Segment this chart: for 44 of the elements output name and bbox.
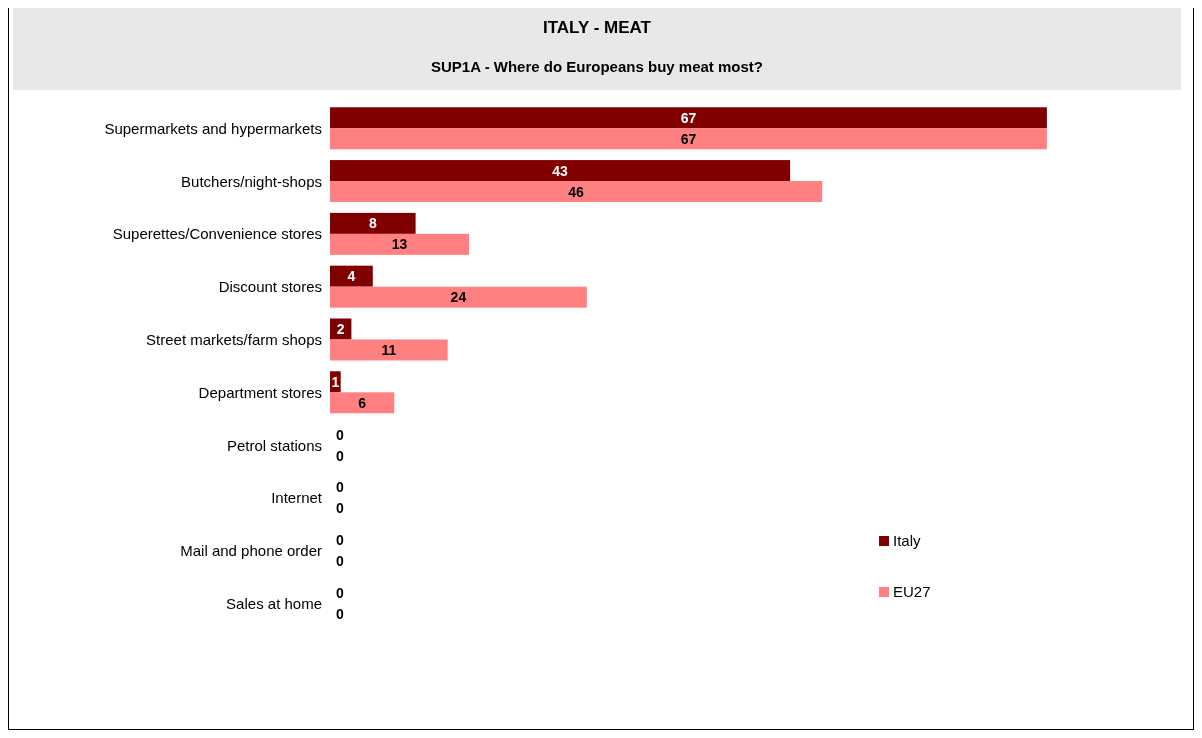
data-label: 2 bbox=[336, 320, 345, 337]
data-label: 0 bbox=[336, 447, 345, 464]
chart-subtitle: SUP1A - Where do Europeans buy meat most? bbox=[430, 58, 764, 75]
y-tick-label: Internet bbox=[271, 489, 323, 507]
y-tick-label: Butchers/night-shops bbox=[181, 172, 322, 190]
bar bbox=[330, 107, 1047, 129]
data-label: 6 bbox=[358, 394, 367, 411]
bar bbox=[330, 160, 791, 182]
data-label: 0 bbox=[336, 605, 345, 622]
data-label: 67 bbox=[680, 109, 697, 126]
data-label: 8 bbox=[368, 215, 377, 232]
data-label: 4 bbox=[347, 268, 356, 285]
data-label: 11 bbox=[381, 341, 397, 358]
bar bbox=[330, 392, 395, 414]
data-label: 46 bbox=[568, 183, 585, 200]
data-label: 43 bbox=[552, 162, 569, 179]
bar bbox=[330, 233, 470, 255]
data-label: 0 bbox=[336, 584, 345, 601]
data-label: 0 bbox=[336, 532, 345, 549]
bar bbox=[330, 181, 823, 203]
chart-title: ITALY - MEAT bbox=[542, 18, 652, 38]
y-tick-label: Superettes/Convenience stores bbox=[112, 225, 322, 243]
data-label: 0 bbox=[336, 479, 345, 496]
legend-label: EU27 bbox=[893, 583, 931, 600]
data-label: 67 bbox=[680, 130, 697, 147]
bar bbox=[330, 128, 1047, 150]
y-tick-label: Supermarkets and hypermarkets bbox=[104, 119, 322, 137]
data-label: 0 bbox=[336, 500, 345, 517]
bar bbox=[330, 339, 448, 361]
bar bbox=[330, 286, 587, 308]
y-tick-label: Mail and phone order bbox=[180, 542, 322, 560]
y-tick-label: Street markets/farm shops bbox=[146, 330, 322, 348]
data-label: 0 bbox=[336, 426, 345, 443]
y-tick-label: Department stores bbox=[198, 383, 322, 401]
bar bbox=[330, 265, 373, 287]
bar bbox=[330, 212, 416, 234]
legend-label: Italy bbox=[893, 532, 921, 549]
data-label: 1 bbox=[331, 373, 340, 390]
y-tick-label: Sales at home bbox=[226, 594, 322, 612]
data-label: 13 bbox=[391, 236, 408, 253]
y-tick-label: Discount stores bbox=[218, 278, 322, 296]
data-label: 24 bbox=[450, 289, 467, 306]
y-tick-label: Petrol stations bbox=[226, 436, 322, 454]
data-label: 0 bbox=[336, 553, 345, 570]
